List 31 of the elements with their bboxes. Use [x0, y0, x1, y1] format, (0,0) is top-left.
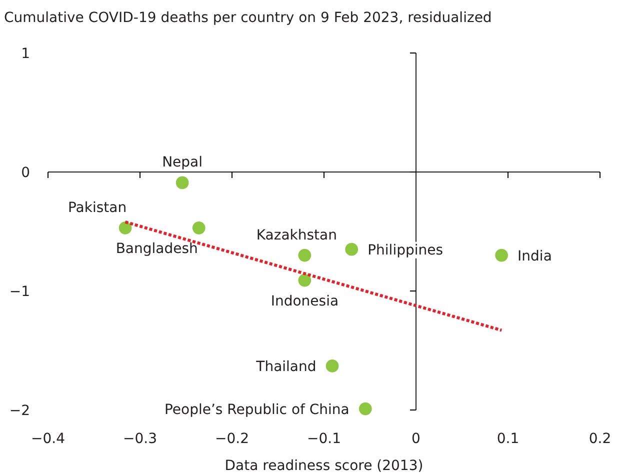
chart-title: Cumulative COVID-19 deaths per country on 9 Feb 2023, residualized: [4, 10, 492, 26]
series-label: Pakistan: [68, 200, 127, 216]
point: [192, 222, 206, 234]
series-label: Thailand: [255, 358, 316, 375]
x-tick-label: 0: [412, 431, 420, 447]
series-label: Philippines: [368, 242, 444, 258]
x-tick-label: 0.2: [588, 431, 612, 447]
point: [345, 242, 358, 256]
x-tick-label: 0.1: [496, 431, 520, 447]
y-tick-label: −2: [9, 403, 30, 419]
x-tick-label: −0.1: [307, 431, 341, 447]
point: [176, 176, 189, 190]
y-tick-label: 1: [21, 46, 30, 62]
x-tick-label: −0.3: [123, 431, 157, 447]
series-label: Bangladesh: [116, 240, 198, 257]
x-axis-title: Data readiness score (2013): [224, 458, 424, 474]
y-tick-label: 0: [21, 165, 30, 181]
series-label: Kazakhstan: [256, 227, 338, 244]
series-label: India: [518, 248, 552, 264]
point: [358, 402, 372, 416]
point: [118, 222, 132, 234]
point: [495, 248, 508, 262]
series-label: People’s Republic of China: [164, 402, 350, 418]
point: [298, 248, 312, 262]
x-tick-label: −0.2: [215, 431, 249, 447]
series-label: Indonesia: [270, 293, 339, 310]
x-tick-label: −0.4: [31, 431, 66, 447]
y-tick-label: −1: [9, 284, 30, 300]
series-label: Nepal: [162, 154, 203, 171]
point: [326, 360, 339, 372]
point: [298, 274, 312, 287]
